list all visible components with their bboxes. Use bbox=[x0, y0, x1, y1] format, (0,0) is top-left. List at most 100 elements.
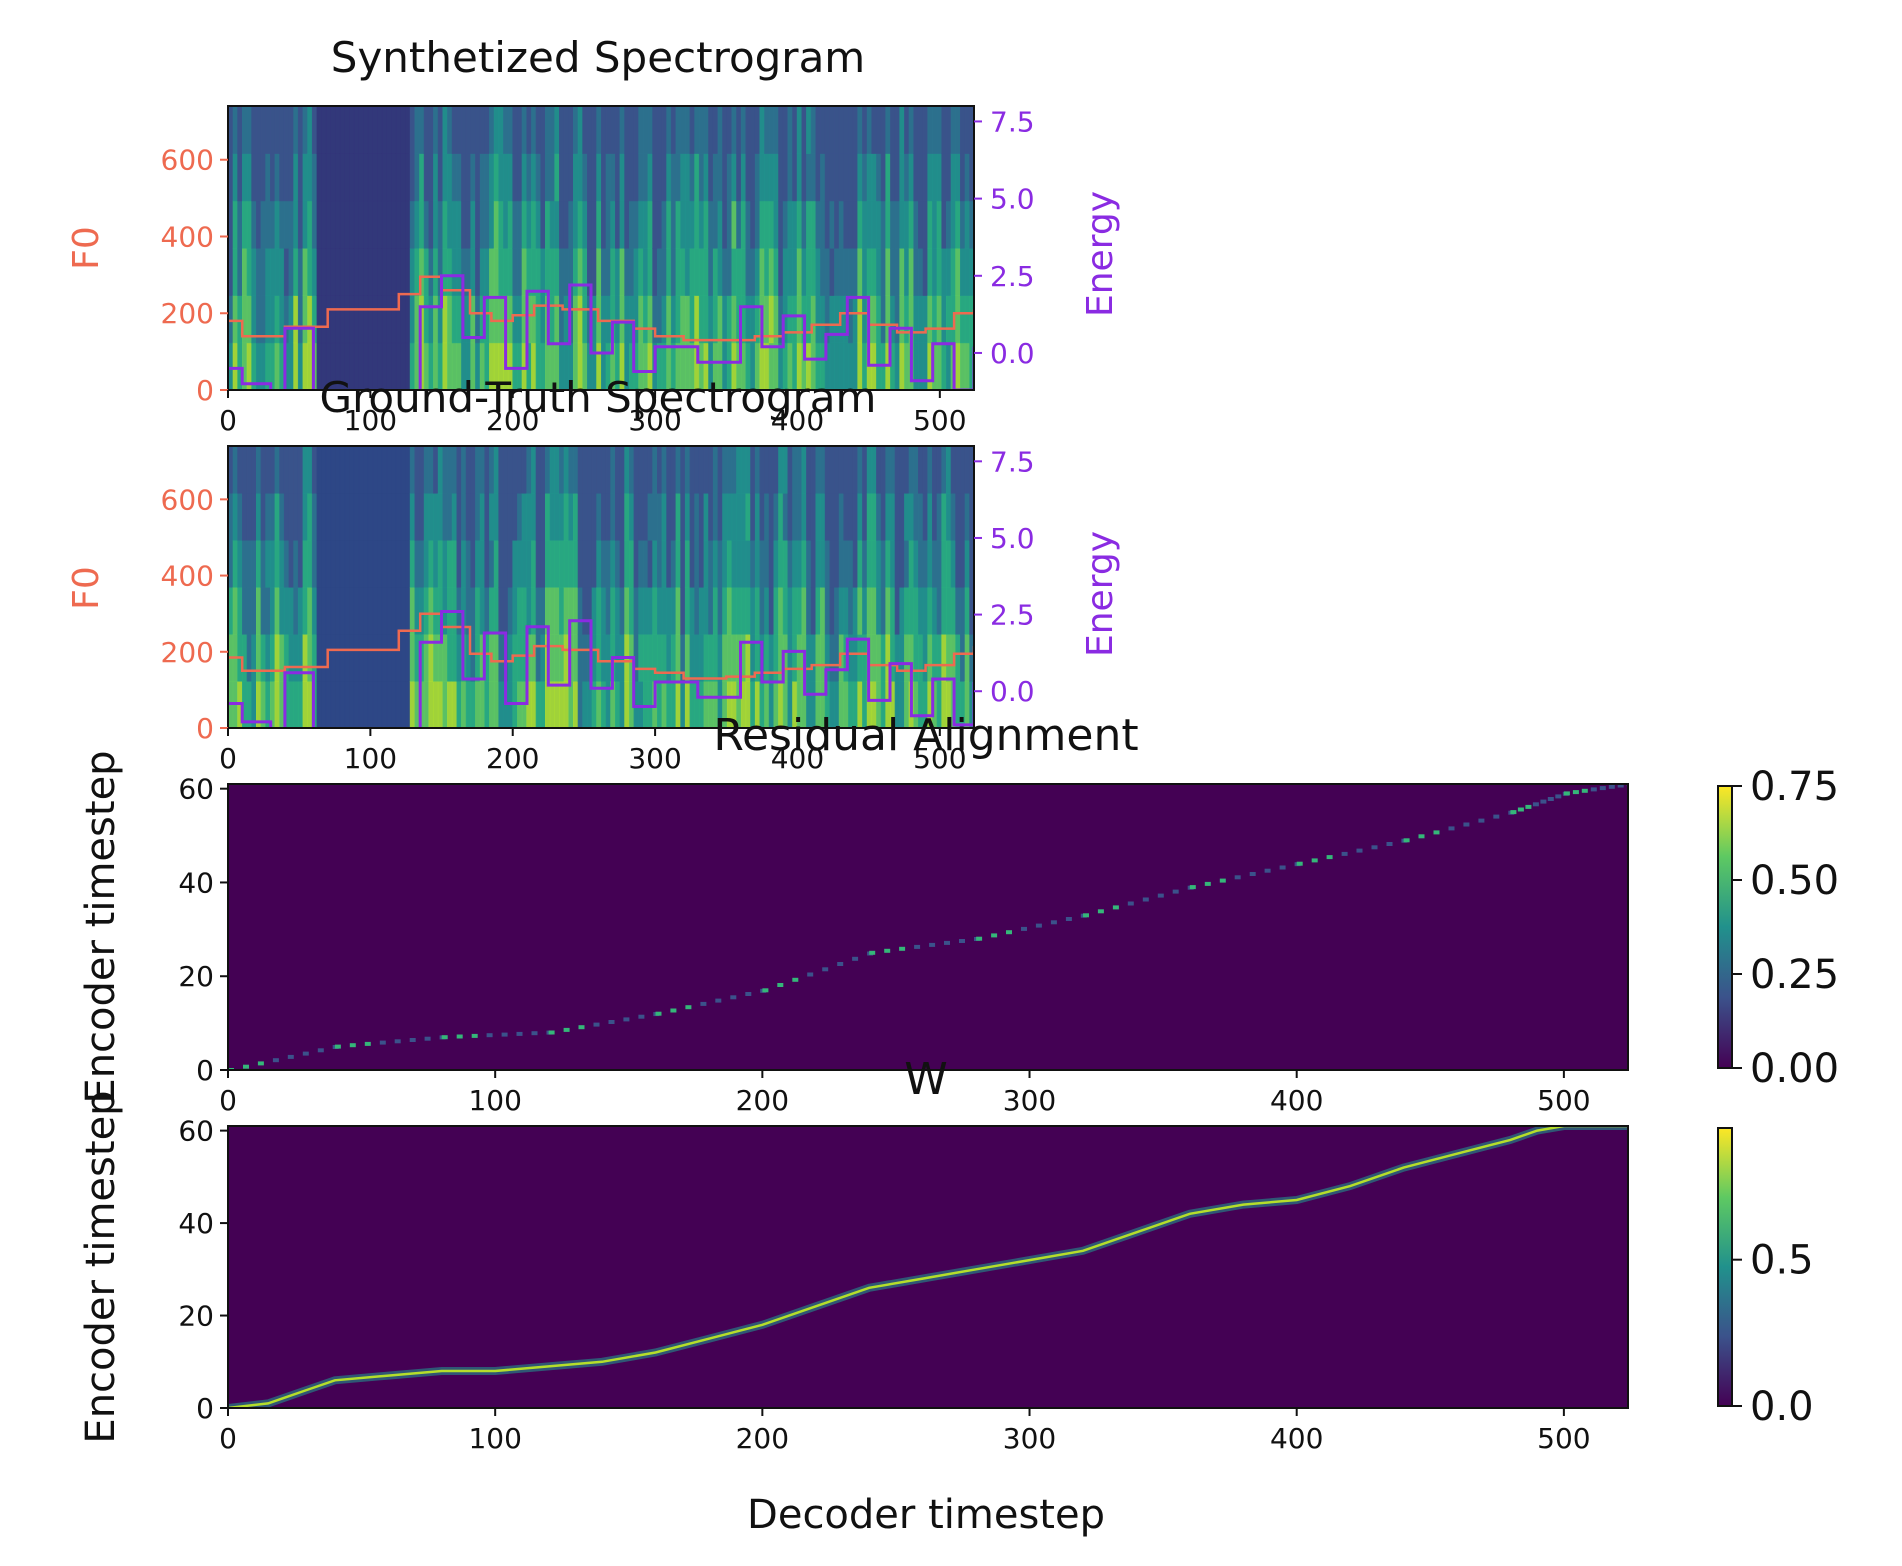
spectrogram-cell bbox=[946, 342, 952, 390]
spectrogram-cell bbox=[815, 540, 821, 588]
spectrogram-cell bbox=[274, 342, 280, 390]
spectrogram-cell bbox=[559, 587, 565, 635]
spectrogram-cell bbox=[545, 540, 551, 588]
spectrogram-cell bbox=[517, 295, 523, 344]
spectrogram-cell bbox=[782, 342, 789, 390]
spectrogram-cell bbox=[824, 248, 831, 296]
spectrogram-cell bbox=[969, 153, 974, 202]
spectrogram-cell bbox=[605, 200, 611, 249]
spectrogram-cell bbox=[647, 153, 653, 202]
spectrogram-cell bbox=[535, 540, 541, 588]
plot-frame bbox=[227, 105, 975, 391]
alignment-dot bbox=[623, 1017, 630, 1022]
spectrogram-cell bbox=[862, 342, 868, 390]
spectrogram-cell bbox=[540, 106, 546, 154]
spectrogram-cell bbox=[419, 153, 425, 202]
spectrogram-cell bbox=[908, 106, 914, 154]
spectrogram-cell bbox=[750, 342, 756, 390]
spectrogram-cell bbox=[339, 200, 346, 249]
spectrogram-cell bbox=[531, 200, 537, 249]
spectrogram-cell bbox=[810, 342, 817, 390]
spectrogram-cell bbox=[442, 248, 448, 296]
alignment-dot bbox=[976, 936, 983, 941]
spectrogram-cell bbox=[465, 446, 472, 494]
spectrogram-cell bbox=[386, 634, 392, 682]
spectrogram-cell bbox=[754, 681, 761, 728]
spectrogram-cell bbox=[302, 493, 308, 541]
spectrogram-cell bbox=[288, 493, 294, 541]
spectrogram-cell bbox=[465, 681, 472, 728]
spectrogram-cell bbox=[475, 540, 481, 588]
spectrogram-cell bbox=[554, 342, 560, 390]
spectrogram-cell bbox=[964, 153, 970, 202]
spectrogram-cell bbox=[596, 342, 602, 390]
spectrogram-cell bbox=[437, 153, 444, 202]
spectrogram-cell bbox=[908, 634, 914, 682]
spectrogram-cell bbox=[694, 681, 700, 728]
spectrogram-cell bbox=[512, 587, 518, 635]
spectrogram-cell bbox=[344, 200, 350, 249]
spectrogram-cell bbox=[330, 342, 336, 390]
spectrogram-cell bbox=[447, 681, 453, 728]
colorbar bbox=[1717, 1127, 1733, 1407]
spectrogram-cell bbox=[904, 634, 910, 682]
spectrogram-cell bbox=[242, 493, 248, 541]
spectrogram-cell bbox=[386, 493, 392, 541]
spectrogram-cell bbox=[717, 106, 723, 154]
spectrogram-cell bbox=[871, 540, 877, 588]
spectrogram-cell bbox=[423, 248, 430, 296]
spectrogram-cell bbox=[311, 248, 318, 296]
spectrogram-cell bbox=[890, 248, 896, 296]
y-axis-label: Encoder timestep bbox=[78, 750, 124, 1103]
spectrogram-cell bbox=[941, 446, 947, 494]
spectrogram-cell bbox=[969, 248, 974, 296]
spectrogram-cell bbox=[796, 634, 803, 682]
colorbar bbox=[1717, 785, 1733, 1069]
spectrogram-cell bbox=[899, 493, 905, 541]
spectrogram-cell bbox=[237, 106, 243, 154]
spectrogram-cell bbox=[297, 540, 304, 588]
spectrogram-cell bbox=[512, 540, 518, 588]
spectrogram-cell bbox=[316, 446, 322, 494]
spectrogram-cell bbox=[960, 106, 966, 154]
spectrogram-cell bbox=[950, 153, 956, 202]
spectrogram-cell bbox=[339, 634, 346, 682]
spectrogram-cell bbox=[349, 342, 355, 390]
spectrogram-cell bbox=[479, 493, 486, 541]
spectrogram-cell bbox=[270, 106, 276, 154]
spectrogram-cell bbox=[242, 681, 248, 728]
spectrogram-cell bbox=[629, 342, 635, 390]
spectrogram-cell bbox=[731, 493, 737, 541]
spectrogram-cell bbox=[470, 446, 476, 494]
x-tick-label: 400 bbox=[1270, 1084, 1323, 1117]
spectrogram-cell bbox=[251, 106, 257, 154]
spectrogram-cell bbox=[339, 587, 346, 635]
spectrogram-cell bbox=[344, 248, 350, 296]
spectrogram-cell bbox=[960, 587, 966, 635]
spectrogram-cell bbox=[325, 587, 332, 635]
spectrogram-cell bbox=[643, 200, 649, 249]
spectrogram-cell bbox=[726, 493, 733, 541]
spectrogram-cell bbox=[661, 153, 667, 202]
spectrogram-cell bbox=[591, 106, 597, 154]
spectrogram-cell bbox=[293, 153, 299, 202]
alignment-dot bbox=[899, 946, 906, 951]
spectrogram-cell bbox=[946, 446, 952, 494]
alignment-dot bbox=[1525, 804, 1532, 809]
spectrogram-cell bbox=[764, 248, 770, 296]
spectrogram-cell bbox=[433, 153, 439, 202]
spectrogram-cell bbox=[633, 587, 639, 635]
spectrogram-cell bbox=[283, 106, 290, 154]
spectrogram-cell bbox=[904, 446, 910, 494]
spectrogram-cell bbox=[428, 342, 434, 390]
spectrogram-cell bbox=[736, 540, 742, 588]
spectrogram-cell bbox=[703, 587, 709, 635]
spectrogram-cell bbox=[475, 493, 481, 541]
spectrogram-cell bbox=[670, 540, 677, 588]
alignment-dot bbox=[1050, 920, 1057, 925]
spectrogram-cell bbox=[601, 295, 607, 344]
spectrogram-cell bbox=[712, 446, 719, 494]
spectrogram-cell bbox=[377, 681, 383, 728]
spectrogram-cell bbox=[526, 200, 532, 249]
spectrogram-cell bbox=[540, 153, 546, 202]
